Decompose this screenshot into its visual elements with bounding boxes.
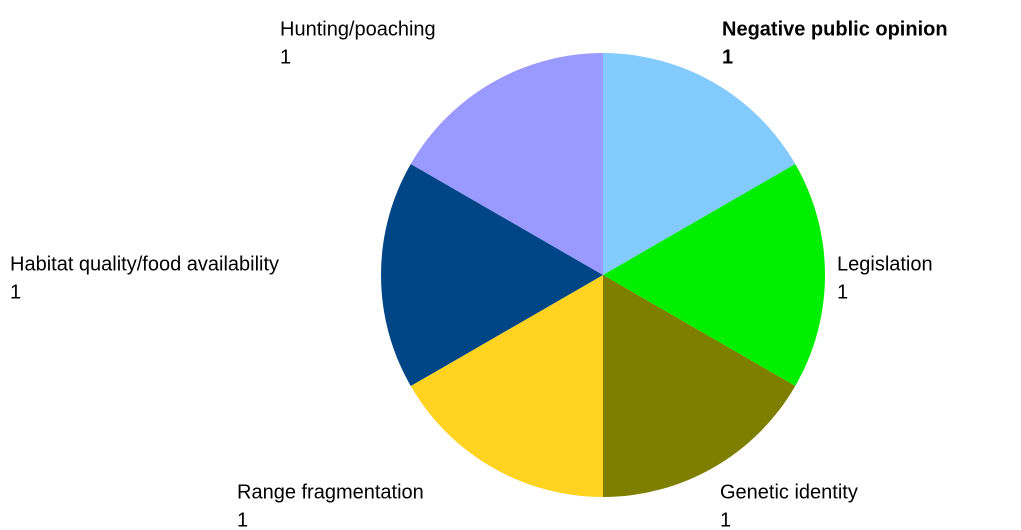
slice-label: Habitat quality/food availability <box>10 253 279 275</box>
pie-slice <box>410 53 603 275</box>
value-label: 1 <box>722 46 733 68</box>
slice-label: Legislation <box>837 253 933 275</box>
slice-label: Genetic identity <box>720 481 858 503</box>
value-label: 1 <box>280 46 291 68</box>
pie-slice <box>603 275 796 497</box>
pie-slice <box>603 164 825 386</box>
slice-label: Negative public opinion <box>722 18 948 40</box>
pie-slice <box>410 275 603 497</box>
value-label: 1 <box>720 509 731 530</box>
pie-slice <box>381 164 603 386</box>
slice-label: Hunting/poaching <box>280 18 436 40</box>
value-label: 1 <box>837 281 848 303</box>
pie-slice <box>603 53 796 275</box>
slice-label: Range fragmentation <box>237 481 424 503</box>
value-label: 1 <box>237 509 248 530</box>
value-label: 1 <box>10 281 21 303</box>
